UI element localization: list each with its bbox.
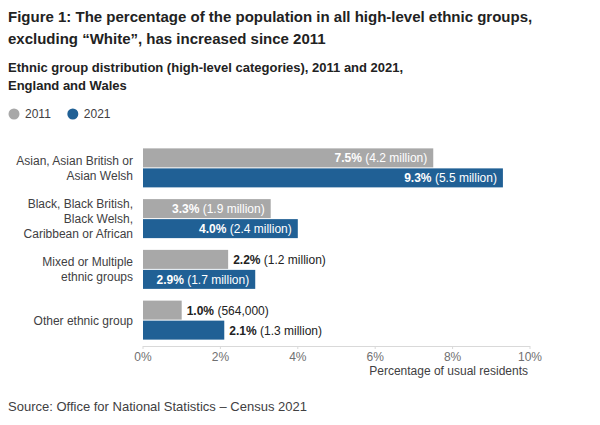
population-label: (1.9 million) xyxy=(199,202,264,216)
tick-mark xyxy=(143,346,144,349)
category-label: Asian Welsh xyxy=(67,169,133,183)
tick-label: 0% xyxy=(134,350,152,364)
subtitle: Ethnic group distribution (high-level ca… xyxy=(8,60,403,75)
category-label: Black, Black British, xyxy=(28,197,133,211)
data-label: 2.2% (1.2 million) xyxy=(233,253,326,267)
tick-mark xyxy=(530,346,531,349)
value-label: 9.3% xyxy=(404,171,432,185)
legend-swatch xyxy=(9,109,20,120)
data-label: 1.0% (564,000) xyxy=(187,304,269,318)
value-label: 2.9% xyxy=(157,273,185,287)
tick-label: 10% xyxy=(518,350,542,364)
subtitle: England and Wales xyxy=(8,78,127,93)
tick-mark xyxy=(375,346,376,349)
value-label: 1.0% xyxy=(187,304,215,318)
legend-swatch xyxy=(67,109,78,120)
bar xyxy=(143,270,255,289)
value-label: 7.5% xyxy=(335,151,363,165)
bar xyxy=(143,148,433,167)
tick-mark xyxy=(452,346,453,349)
data-labels: 7.5% (4.2 million) 9.3% (5.5 million) 3.3%… xyxy=(157,151,497,337)
population-label: (564,000) xyxy=(214,304,269,318)
tick-mark xyxy=(297,346,298,349)
data-label: 2.9% (1.7 million) xyxy=(157,273,250,287)
data-label: 7.5% (4.2 million) xyxy=(335,151,428,165)
bar xyxy=(143,321,224,340)
population-label: (1.7 million) xyxy=(184,273,249,287)
value-label: 2.2% xyxy=(233,253,261,267)
bar xyxy=(143,301,182,320)
tick-mark xyxy=(220,346,221,349)
bar xyxy=(143,250,228,269)
title: excluding “White”, has increased since 2… xyxy=(8,30,326,47)
bar xyxy=(143,199,271,218)
chart: Figure 1: The percentage of the populati… xyxy=(0,0,600,425)
population-label: (1.2 million) xyxy=(260,253,325,267)
bar xyxy=(143,219,298,238)
tick-label: 2% xyxy=(212,350,230,364)
legend-label: 2011 xyxy=(25,107,51,121)
source: Source: Office for National Statistics –… xyxy=(8,399,307,414)
category-label: Asian, Asian British or xyxy=(16,154,133,168)
category-label: Black Welsh, xyxy=(64,212,133,226)
bar xyxy=(143,168,503,187)
category-label: Other ethnic group xyxy=(34,314,134,328)
category-label: Caribbean or African xyxy=(24,227,133,241)
legend-label: 2021 xyxy=(84,107,111,121)
x-axis-line xyxy=(143,346,530,347)
value-label: 4.0% xyxy=(199,222,227,236)
category-label: ethnic groups xyxy=(61,270,133,284)
data-label: 9.3% (5.5 million) xyxy=(404,171,497,185)
x-axis-label: Percentage of usual residents xyxy=(369,364,528,378)
population-label: (2.4 million) xyxy=(226,222,291,236)
value-label: 2.1% xyxy=(229,324,257,338)
bars xyxy=(143,148,503,339)
title: Figure 1: The percentage of the populati… xyxy=(8,8,532,25)
tick-label: 4% xyxy=(289,350,307,364)
data-label: 2.1% (1.3 million) xyxy=(229,324,322,338)
data-label: 3.3% (1.9 million) xyxy=(172,202,265,216)
value-label: 3.3% xyxy=(172,202,200,216)
data-label: 4.0% (2.4 million) xyxy=(199,222,292,236)
population-label: (5.5 million) xyxy=(432,171,497,185)
population-label: (4.2 million) xyxy=(362,151,427,165)
population-label: (1.3 million) xyxy=(257,324,322,338)
tick-label: 8% xyxy=(444,350,462,364)
tick-label: 6% xyxy=(367,350,385,364)
category-label: Mixed or Multiple xyxy=(42,255,133,269)
